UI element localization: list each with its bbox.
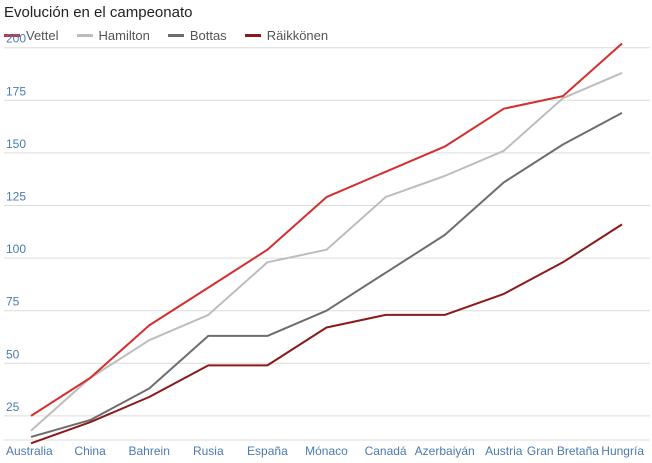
- x-tick-label-monaco: Mónaco: [305, 444, 348, 458]
- legend-swatch-bottas: [167, 34, 184, 37]
- x-tick-label-bahrein: Bahrein: [129, 444, 170, 458]
- legend-item-vettel: Vettel: [4, 28, 59, 43]
- x-tick-label-austria: Austria: [485, 444, 523, 458]
- x-tick-label-azerbaiyan: Azerbaiyán: [415, 444, 475, 458]
- legend-label-hamilton: Hamilton: [98, 28, 150, 43]
- series-line-hamilton: [30, 71, 623, 432]
- chart-title: Evolución en el campeonato: [4, 4, 193, 21]
- x-tick-label-australia: Australia: [6, 444, 53, 458]
- x-tick-label-canada: Canadá: [365, 444, 407, 458]
- series-line-raikkonen: [30, 223, 623, 445]
- legend-item-hamilton: Hamilton: [76, 28, 150, 43]
- legend-label-raikkonen: Räikkönen: [266, 28, 329, 43]
- y-tick-label-175: 175: [6, 84, 26, 98]
- legend-label-bottas: Bottas: [189, 28, 227, 43]
- y-tick-label-200: 200: [6, 32, 26, 46]
- legend-item-bottas: Bottas: [167, 28, 227, 43]
- legend-swatch-vettel: [4, 34, 20, 37]
- series-line-bottas: [30, 112, 623, 438]
- y-tick-label-50: 50: [6, 347, 20, 361]
- legend-label-vettel: Vettel: [26, 28, 59, 43]
- y-tick-label-75: 75: [6, 295, 20, 309]
- legend: Vettel Hamilton Bottas Räikkönen: [4, 28, 346, 43]
- x-tick-label-rusia: Rusia: [193, 444, 224, 458]
- x-tick-label-espana: España: [247, 444, 288, 458]
- y-tick-label-125: 125: [6, 190, 26, 204]
- series-line-vettel: [30, 42, 623, 417]
- y-tick-label-100: 100: [6, 242, 26, 256]
- y-tick-label-150: 150: [6, 137, 26, 151]
- legend-swatch-raikkonen: [244, 34, 261, 37]
- legend-swatch-hamilton: [76, 34, 93, 37]
- x-tick-label-china: China: [74, 444, 106, 458]
- x-tick-label-hungria: Hungría: [601, 444, 644, 458]
- legend-item-raikkonen: Räikkönen: [244, 28, 329, 43]
- x-tick-label-gran-bretana: Gran Bretaña: [527, 444, 599, 458]
- y-tick-label-25: 25: [6, 400, 20, 414]
